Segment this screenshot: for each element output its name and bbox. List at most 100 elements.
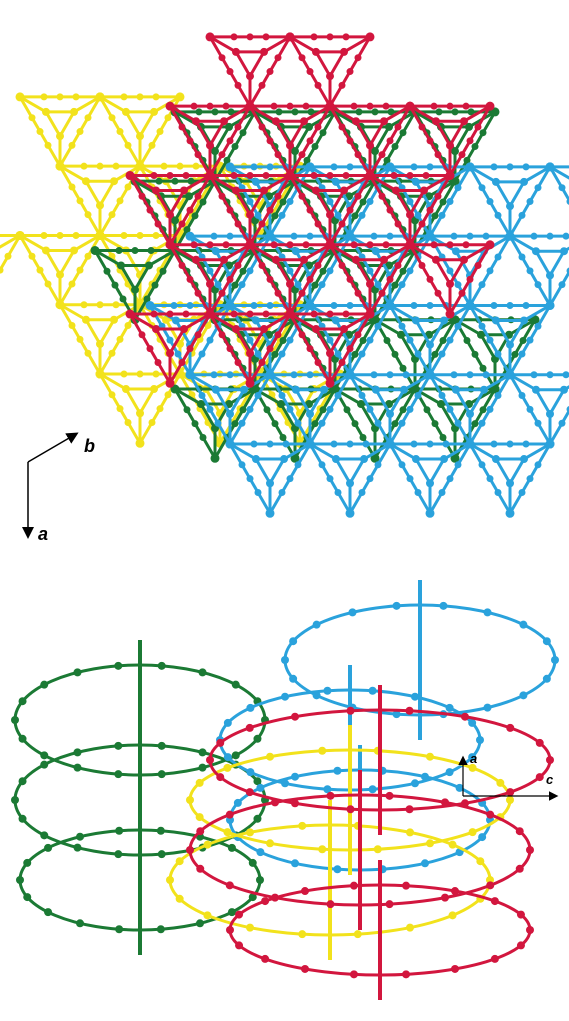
atom — [266, 753, 274, 761]
atom — [246, 924, 254, 932]
atom — [446, 280, 454, 288]
atom — [200, 198, 207, 205]
atom — [440, 455, 448, 463]
page: b a a c (() => { const data = JSON.parse… — [0, 0, 569, 1021]
atom — [387, 137, 394, 144]
atom — [366, 280, 374, 288]
atom — [261, 897, 269, 905]
atom — [228, 908, 236, 916]
bottom-panel — [11, 580, 559, 1000]
atom — [192, 212, 199, 219]
atom — [216, 739, 224, 747]
atom — [346, 805, 354, 813]
atom — [73, 232, 80, 239]
atom — [195, 290, 202, 297]
atom — [480, 365, 487, 372]
atom — [253, 815, 261, 823]
atom — [463, 103, 470, 110]
atom — [203, 911, 211, 919]
atom — [196, 919, 204, 927]
atom — [332, 178, 340, 186]
atom — [247, 198, 254, 205]
atom — [203, 841, 211, 849]
atom — [172, 178, 179, 185]
atom — [192, 256, 200, 264]
figure: b a a c — [0, 0, 569, 1021]
atom — [199, 392, 206, 399]
atom — [426, 232, 435, 241]
atom — [399, 420, 406, 427]
outer-triangle — [510, 236, 569, 305]
atom — [266, 479, 274, 487]
atom — [506, 341, 514, 349]
atom — [319, 461, 326, 468]
atom — [40, 681, 48, 689]
atom — [459, 290, 466, 297]
atom — [339, 262, 346, 269]
atom — [292, 108, 299, 115]
triangle-unit — [506, 232, 569, 310]
atom — [286, 280, 294, 288]
atom — [311, 311, 318, 318]
atom — [232, 186, 240, 194]
atom — [461, 713, 469, 721]
atom — [351, 103, 358, 110]
atom — [215, 281, 222, 288]
atom — [29, 253, 36, 260]
atom — [486, 881, 494, 889]
atom — [467, 371, 474, 378]
atom — [403, 371, 410, 378]
atom — [235, 82, 242, 89]
atom — [486, 240, 495, 249]
atom — [333, 767, 341, 775]
atom — [315, 82, 322, 89]
atom — [520, 316, 528, 324]
atom — [187, 137, 194, 144]
atom — [406, 102, 415, 111]
atom — [531, 371, 538, 378]
atom — [117, 336, 124, 343]
atom — [311, 172, 318, 179]
atom — [279, 350, 286, 357]
atom — [180, 186, 188, 194]
atom — [476, 736, 484, 744]
atom — [400, 365, 407, 372]
atom — [121, 371, 128, 378]
atom — [287, 337, 294, 344]
atom — [479, 461, 486, 468]
atom — [160, 268, 167, 275]
atom — [467, 233, 474, 240]
atom — [479, 281, 486, 288]
triangle-unit — [0, 231, 25, 309]
atom — [183, 311, 190, 318]
atom — [251, 302, 258, 309]
atom — [399, 323, 406, 330]
atom — [246, 724, 254, 732]
atom — [352, 256, 360, 264]
atom — [559, 184, 566, 191]
atom — [343, 172, 350, 179]
atom — [379, 193, 386, 200]
atom — [346, 479, 354, 487]
atom — [272, 117, 280, 125]
atom — [232, 48, 240, 56]
atom — [306, 440, 315, 449]
atom — [419, 220, 426, 227]
atom — [231, 311, 238, 318]
atom — [299, 151, 306, 158]
atom — [519, 489, 526, 496]
atom — [560, 247, 568, 255]
atom — [419, 123, 426, 130]
atom — [426, 341, 434, 349]
atom — [116, 247, 123, 254]
atom — [175, 350, 182, 357]
atom — [44, 908, 52, 916]
atom — [211, 233, 218, 240]
atom — [431, 241, 438, 248]
atom — [139, 331, 146, 338]
atom — [507, 302, 514, 309]
atom — [117, 405, 124, 412]
atom — [387, 276, 394, 283]
atom — [487, 267, 494, 274]
atom — [323, 687, 331, 695]
